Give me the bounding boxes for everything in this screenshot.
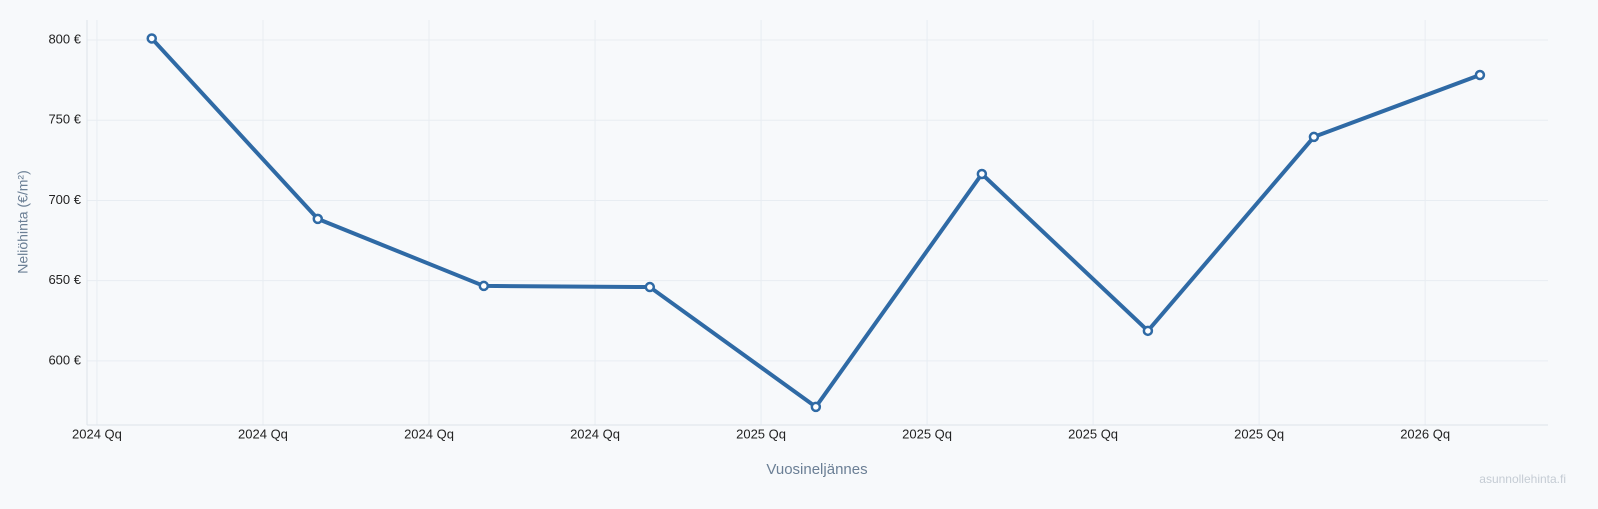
x-tick-label: 2025 Qq	[902, 426, 952, 441]
x-tick-label: 2024 Qq	[72, 426, 122, 441]
x-tick-label: 2025 Qq	[1068, 426, 1118, 441]
series-line	[150, 37, 1481, 409]
data-point	[810, 401, 822, 413]
data-point	[976, 168, 988, 180]
y-tick-label: 800 €	[48, 31, 81, 46]
x-tick-label: 2025 Qq	[736, 426, 786, 441]
data-point	[478, 280, 490, 292]
x-tick-label: 2026 Qq	[1400, 426, 1450, 441]
y-axis-label: Neliöhinta (€/m²)	[15, 170, 31, 273]
y-tick-label: 600 €	[48, 352, 81, 367]
x-tick-label: 2024 Qq	[570, 426, 620, 441]
data-point	[146, 33, 157, 44]
x-axis-label: Vuosineljännes	[766, 461, 867, 478]
y-tick-label: 750 €	[48, 112, 81, 127]
data-point	[1142, 325, 1154, 337]
data-point	[312, 213, 324, 225]
x-tick-label: 2025 Qq	[1234, 426, 1284, 441]
x-tick-label: 2024 Qq	[404, 426, 454, 441]
data-point	[1308, 131, 1320, 143]
watermark: asunnollehinta.fi	[1479, 472, 1566, 486]
y-tick-label: 700 €	[48, 192, 81, 207]
x-tick-label: 2024 Qq	[238, 426, 288, 441]
y-tick-label: 650 €	[48, 272, 81, 287]
data-point	[644, 281, 656, 293]
data-point	[1474, 69, 1486, 81]
